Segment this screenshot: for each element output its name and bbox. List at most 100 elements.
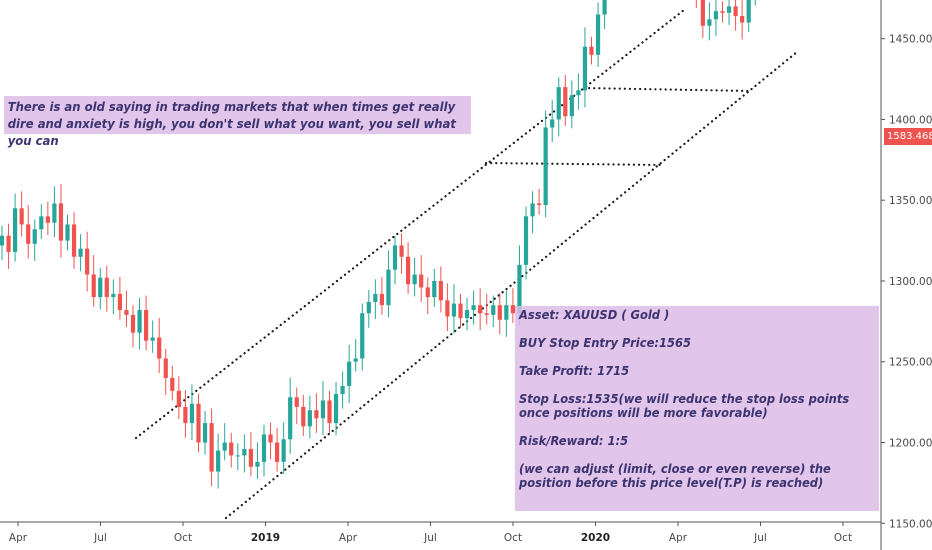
- x-tick-label: Apr: [9, 532, 28, 544]
- candle-body: [229, 442, 234, 456]
- candle-body: [720, 11, 725, 13]
- candle-body: [399, 245, 404, 257]
- candle-body: [569, 95, 574, 117]
- note-take-profit: Take Profit: 1715: [519, 363, 630, 378]
- candle-body: [78, 248, 83, 257]
- x-tick-label: Jul: [423, 532, 437, 544]
- candle-body: [595, 14, 601, 55]
- candle-body: [32, 229, 37, 244]
- candle-body: [700, 0, 705, 26]
- candle-body: [183, 406, 188, 424]
- candle-body: [556, 87, 561, 120]
- candle-body: [576, 90, 581, 96]
- candle-body: [255, 461, 260, 467]
- note-adjust: (we can adjust (limit, close or even rev…: [519, 461, 831, 490]
- candle-body: [602, 0, 607, 15]
- candle-body: [517, 264, 522, 314]
- x-tick-label: Jul: [93, 532, 107, 544]
- target-horizontal-line: [582, 86, 752, 93]
- candle-body: [713, 11, 719, 20]
- candle-body: [451, 303, 457, 317]
- candle-body: [471, 305, 476, 311]
- candle-body: [117, 293, 122, 311]
- channel-upper-line: [134, 8, 686, 440]
- candle-body: [746, 0, 751, 23]
- candle-body: [176, 390, 181, 407]
- candle-body: [491, 305, 496, 315]
- last-price-label: 1583.468: [884, 128, 932, 145]
- note-saying-text: There is an old saying in trading market…: [7, 99, 456, 148]
- y-tick-label: 1200.000: [889, 438, 932, 450]
- candle-body: [0, 235, 5, 246]
- candle-body: [726, 6, 732, 13]
- candle-body: [458, 303, 463, 319]
- candle-body: [98, 277, 103, 298]
- candle-body: [327, 400, 332, 424]
- candle-body: [379, 293, 384, 306]
- note-trade-setup[interactable]: Asset: XAUUSD ( Gold ) BUY Stop Entry Pr…: [515, 306, 879, 511]
- candle-body: [301, 406, 306, 427]
- note-stop-loss: Stop Loss:1535(we will reduce the stop l…: [519, 391, 850, 420]
- y-tick-label: 1400.000: [889, 114, 932, 126]
- candle-body: [320, 400, 326, 419]
- x-tick-label: Oct: [504, 532, 522, 544]
- candle-body: [563, 87, 568, 117]
- candle-body: [438, 280, 443, 301]
- channel-lower-line: [224, 50, 799, 520]
- candle-body: [478, 305, 483, 314]
- candle-body: [582, 46, 588, 91]
- x-tick-label: Oct: [174, 532, 192, 544]
- y-tick-label: 1350.000: [889, 195, 932, 207]
- candle-body: [530, 203, 535, 217]
- y-tick-label: 1300.000: [889, 276, 932, 288]
- candle-body: [419, 274, 424, 288]
- candle-body: [19, 208, 24, 225]
- candle-body: [425, 287, 430, 298]
- candle-body: [58, 203, 64, 241]
- candle-body: [216, 450, 221, 472]
- candle-body: [589, 46, 594, 55]
- candle-body: [275, 442, 280, 462]
- entry-horizontal-line: [484, 161, 664, 167]
- candle-body: [157, 337, 162, 359]
- candle-body: [543, 127, 548, 206]
- candle-body: [39, 216, 44, 230]
- candle-body: [406, 256, 411, 285]
- candle-body: [104, 277, 109, 298]
- candle-body: [445, 300, 450, 317]
- candle-body: [209, 423, 214, 472]
- candle-body: [707, 19, 712, 26]
- candle-body: [733, 6, 738, 17]
- candle-body: [392, 245, 398, 270]
- candle-body: [373, 293, 378, 302]
- candle-body: [150, 337, 155, 341]
- x-tick-label: Oct: [834, 532, 852, 544]
- candle-body: [235, 455, 240, 457]
- candle-body: [523, 216, 529, 265]
- candle-body: [268, 434, 273, 443]
- candle-body: [510, 305, 515, 314]
- candle-body: [242, 448, 247, 456]
- candle-body: [6, 235, 11, 252]
- candle-body: [281, 439, 286, 462]
- candle-body: [360, 313, 365, 359]
- candle-body: [340, 385, 345, 395]
- candle-body: [45, 216, 50, 223]
- candle-body: [464, 310, 470, 319]
- x-tick-label: 2020: [581, 532, 610, 544]
- note-saying[interactable]: There is an old saying in trading market…: [4, 96, 471, 148]
- candle-body: [484, 313, 489, 315]
- candle-body: [432, 280, 437, 298]
- candle-body: [202, 423, 208, 443]
- note-risk-reward: Risk/Reward: 1:5: [519, 433, 629, 448]
- candle-body: [130, 314, 136, 333]
- candle-body: [294, 397, 299, 407]
- candle-body: [170, 377, 175, 391]
- y-tick-label: 1150.000: [889, 518, 932, 530]
- candle-body: [91, 274, 96, 298]
- candle-body: [386, 269, 391, 306]
- candle-body: [497, 305, 502, 320]
- candle-body: [65, 224, 70, 241]
